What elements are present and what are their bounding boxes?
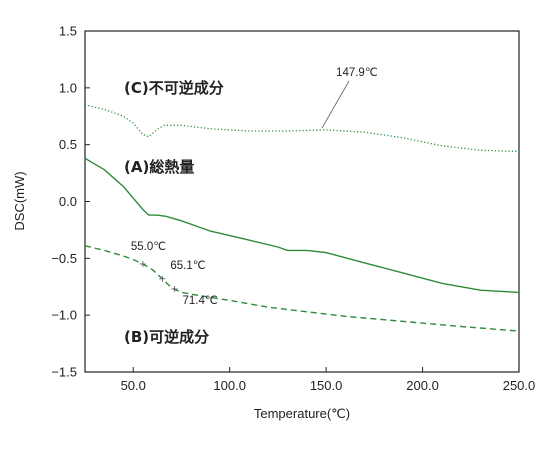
x-tick-label: 150.0 — [310, 378, 343, 393]
axis-ticks: 50.0 100.0 150.0 200.0 250.0 −1.5 −1.0 −0.5 0.0 0… — [51, 24, 535, 394]
y-tick-label: 1.5 — [59, 24, 77, 39]
y-axis-label: DSC(mW) — [12, 171, 27, 230]
annotation-label: 55.0℃ — [131, 241, 166, 253]
y-tick-label: 0.0 — [59, 194, 77, 209]
series-label-a: (A)総熱量 — [124, 158, 194, 176]
y-tick-label: −1.0 — [51, 308, 77, 323]
annotation-leader — [321, 80, 350, 129]
x-axis-label: Temperature(℃) — [254, 406, 350, 421]
series-label-b: (B)可逆成分 — [124, 328, 209, 346]
annotation-label: 147.9℃ — [336, 67, 378, 79]
annotation-label: 65.1℃ — [170, 260, 205, 272]
y-tick-label: 0.5 — [59, 137, 77, 152]
y-tick-label: −0.5 — [51, 251, 77, 266]
y-tick-label: −1.5 — [51, 365, 77, 380]
series-line-a — [84, 157, 520, 294]
annotations: 147.9℃ 55.0℃ 65.1℃ 71.4℃ — [131, 67, 378, 307]
y-tick-label: 1.0 — [59, 80, 77, 95]
x-tick-label: 50.0 — [121, 378, 146, 393]
series-label-c: (C)不可逆成分 — [124, 79, 224, 97]
x-tick-label: 250.0 — [503, 378, 536, 393]
x-tick-label: 200.0 — [406, 378, 439, 393]
x-tick-label: 100.0 — [213, 378, 246, 393]
series-line-c — [84, 104, 520, 153]
annotation-label: 71.4℃ — [183, 295, 218, 307]
series-line-b — [84, 245, 520, 332]
series-lines — [84, 104, 520, 332]
